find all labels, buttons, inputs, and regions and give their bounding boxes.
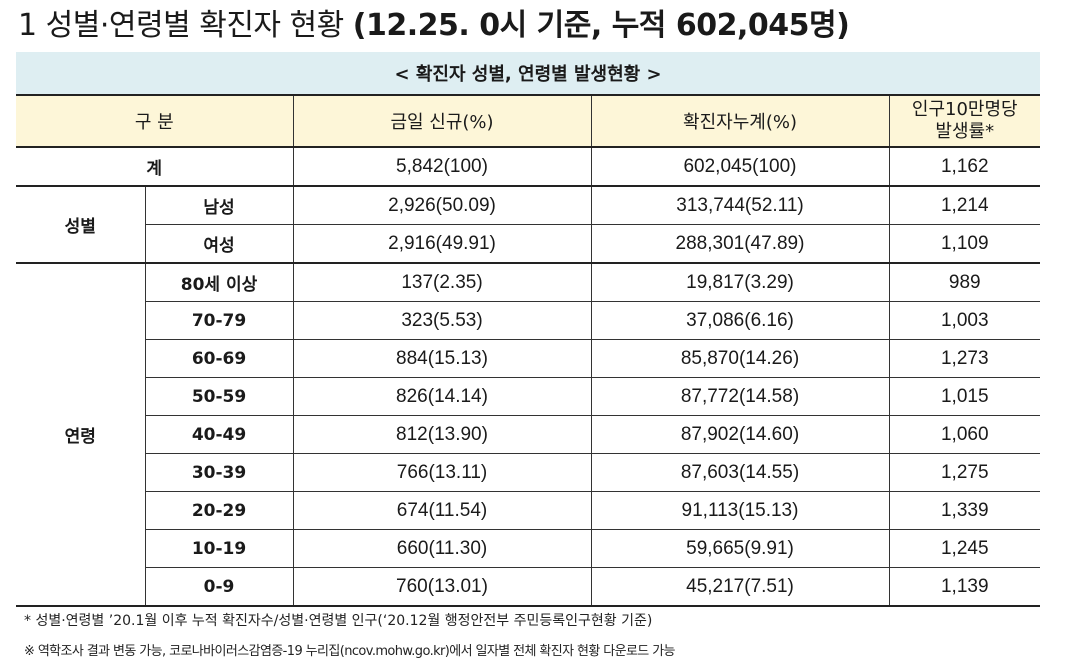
table-caption: < 확진자 성별, 연령별 발생현황 >	[16, 52, 1041, 96]
group-label-age: 연령	[16, 263, 146, 607]
row-label: 40-49	[145, 415, 294, 454]
footnote-rate: * 성별·연령별 ’20.1월 이후 누적 확진자수/성별·연령별 인구(‘20…	[24, 613, 653, 629]
cell-rate: 1,109	[889, 224, 1041, 264]
page-title: 1 성별·연령별 확진자 현황 (12.25. 0시 기준, 누적 602,04…	[18, 4, 850, 48]
cell-cumulative: 37,086(6.16)	[591, 301, 890, 340]
table-row: 연령 80세 이상 137(2.35) 19,817(3.29) 989	[16, 263, 1041, 607]
row-label: 남성	[145, 186, 294, 225]
cell-rate: 1,162	[889, 147, 1041, 187]
table-header-row: 구 분 금일 신규(%) 확진자누계(%) 인구10만명당 발생률*	[16, 95, 1041, 148]
table-row: 40-49 812(13.90) 87,902(14.60) 1,060	[16, 415, 1041, 454]
cell-cumulative: 19,817(3.29)	[591, 263, 890, 302]
row-label: 0-9	[145, 567, 294, 607]
cell-today-new: 766(13.11)	[293, 453, 592, 492]
table-row: 70-79 323(5.53) 37,086(6.16) 1,003	[16, 301, 1041, 340]
cell-rate: 1,015	[889, 377, 1041, 416]
row-label: 여성	[145, 224, 294, 264]
cell-rate: 1,339	[889, 491, 1041, 530]
title-main: 성별·연령별 확진자 현황	[45, 8, 345, 43]
table-row: 여성 2,916(49.91) 288,301(47.89) 1,109	[16, 224, 1041, 264]
cell-rate: 1,245	[889, 529, 1041, 568]
header-cumulative: 확진자누계(%)	[591, 95, 890, 148]
row-label: 50-59	[145, 377, 294, 416]
table-row: 60-69 884(15.13) 85,870(14.26) 1,273	[16, 339, 1041, 378]
cell-today-new: 660(11.30)	[293, 529, 592, 568]
title-number: 1	[18, 8, 37, 43]
row-label: 10-19	[145, 529, 294, 568]
cell-cumulative: 313,744(52.11)	[591, 186, 890, 225]
cell-cumulative: 85,870(14.26)	[591, 339, 890, 378]
cell-today-new: 2,926(50.09)	[293, 186, 592, 225]
footnote-source: ※ 역학조사 결과 변동 가능, 코로나바이러스감염증-19 누리집(ncov.…	[24, 644, 676, 659]
cell-cumulative: 59,665(9.91)	[591, 529, 890, 568]
cell-today-new: 2,916(49.91)	[293, 224, 592, 264]
cell-today-new: 812(13.90)	[293, 415, 592, 454]
cell-rate: 989	[889, 263, 1041, 302]
table-row: 성별 남성 2,926(50.09) 313,744(52.11) 1,214	[16, 186, 1041, 264]
table-row: 30-39 766(13.11) 87,603(14.55) 1,275	[16, 453, 1041, 492]
row-label: 30-39	[145, 453, 294, 492]
header-category: 구 분	[16, 95, 294, 148]
row-label: 80세 이상	[145, 263, 294, 302]
cell-rate: 1,060	[889, 415, 1041, 454]
cell-today-new: 760(13.01)	[293, 567, 592, 607]
cell-today-new: 674(11.54)	[293, 491, 592, 530]
header-today-new: 금일 신규(%)	[293, 95, 592, 148]
cell-rate: 1,273	[889, 339, 1041, 378]
row-label: 20-29	[145, 491, 294, 530]
header-rate-line1: 인구10만명당	[911, 99, 1018, 120]
cell-today-new: 5,842(100)	[293, 147, 592, 187]
cell-today-new: 884(15.13)	[293, 339, 592, 378]
header-rate: 인구10만명당 발생률*	[889, 95, 1041, 148]
cell-cumulative: 87,603(14.55)	[591, 453, 890, 492]
row-label: 계	[16, 147, 294, 187]
case-status-table: < 확진자 성별, 연령별 발생현황 > 구 분 금일 신규(%) 확진자누계(…	[16, 52, 1041, 607]
cell-cumulative: 602,045(100)	[591, 147, 890, 187]
table-row: 0-9 760(13.01) 45,217(7.51) 1,139	[16, 567, 1041, 607]
row-label: 70-79	[145, 301, 294, 340]
table-row: 20-29 674(11.54) 91,113(15.13) 1,339	[16, 491, 1041, 530]
cell-cumulative: 87,772(14.58)	[591, 377, 890, 416]
table-row: 50-59 826(14.14) 87,772(14.58) 1,015	[16, 377, 1041, 416]
header-rate-line2: 발생률*	[935, 121, 995, 142]
cell-cumulative: 288,301(47.89)	[591, 224, 890, 264]
table-row-total: 계 5,842(100) 602,045(100) 1,162	[16, 147, 1041, 187]
table-row: 10-19 660(11.30) 59,665(9.91) 1,245	[16, 529, 1041, 568]
cell-rate: 1,003	[889, 301, 1041, 340]
cell-today-new: 323(5.53)	[293, 301, 592, 340]
cell-cumulative: 91,113(15.13)	[591, 491, 890, 530]
table-caption-row: < 확진자 성별, 연령별 발생현황 >	[16, 52, 1041, 96]
group-label-gender: 성별	[16, 186, 146, 264]
cell-cumulative: 45,217(7.51)	[591, 567, 890, 607]
cell-today-new: 137(2.35)	[293, 263, 592, 302]
title-basis: (12.25. 0시 기준, 누적 602,045명)	[352, 8, 850, 43]
cell-today-new: 826(14.14)	[293, 377, 592, 416]
row-label: 60-69	[145, 339, 294, 378]
cell-rate: 1,275	[889, 453, 1041, 492]
cell-cumulative: 87,902(14.60)	[591, 415, 890, 454]
cell-rate: 1,214	[889, 186, 1041, 225]
cell-rate: 1,139	[889, 567, 1041, 607]
